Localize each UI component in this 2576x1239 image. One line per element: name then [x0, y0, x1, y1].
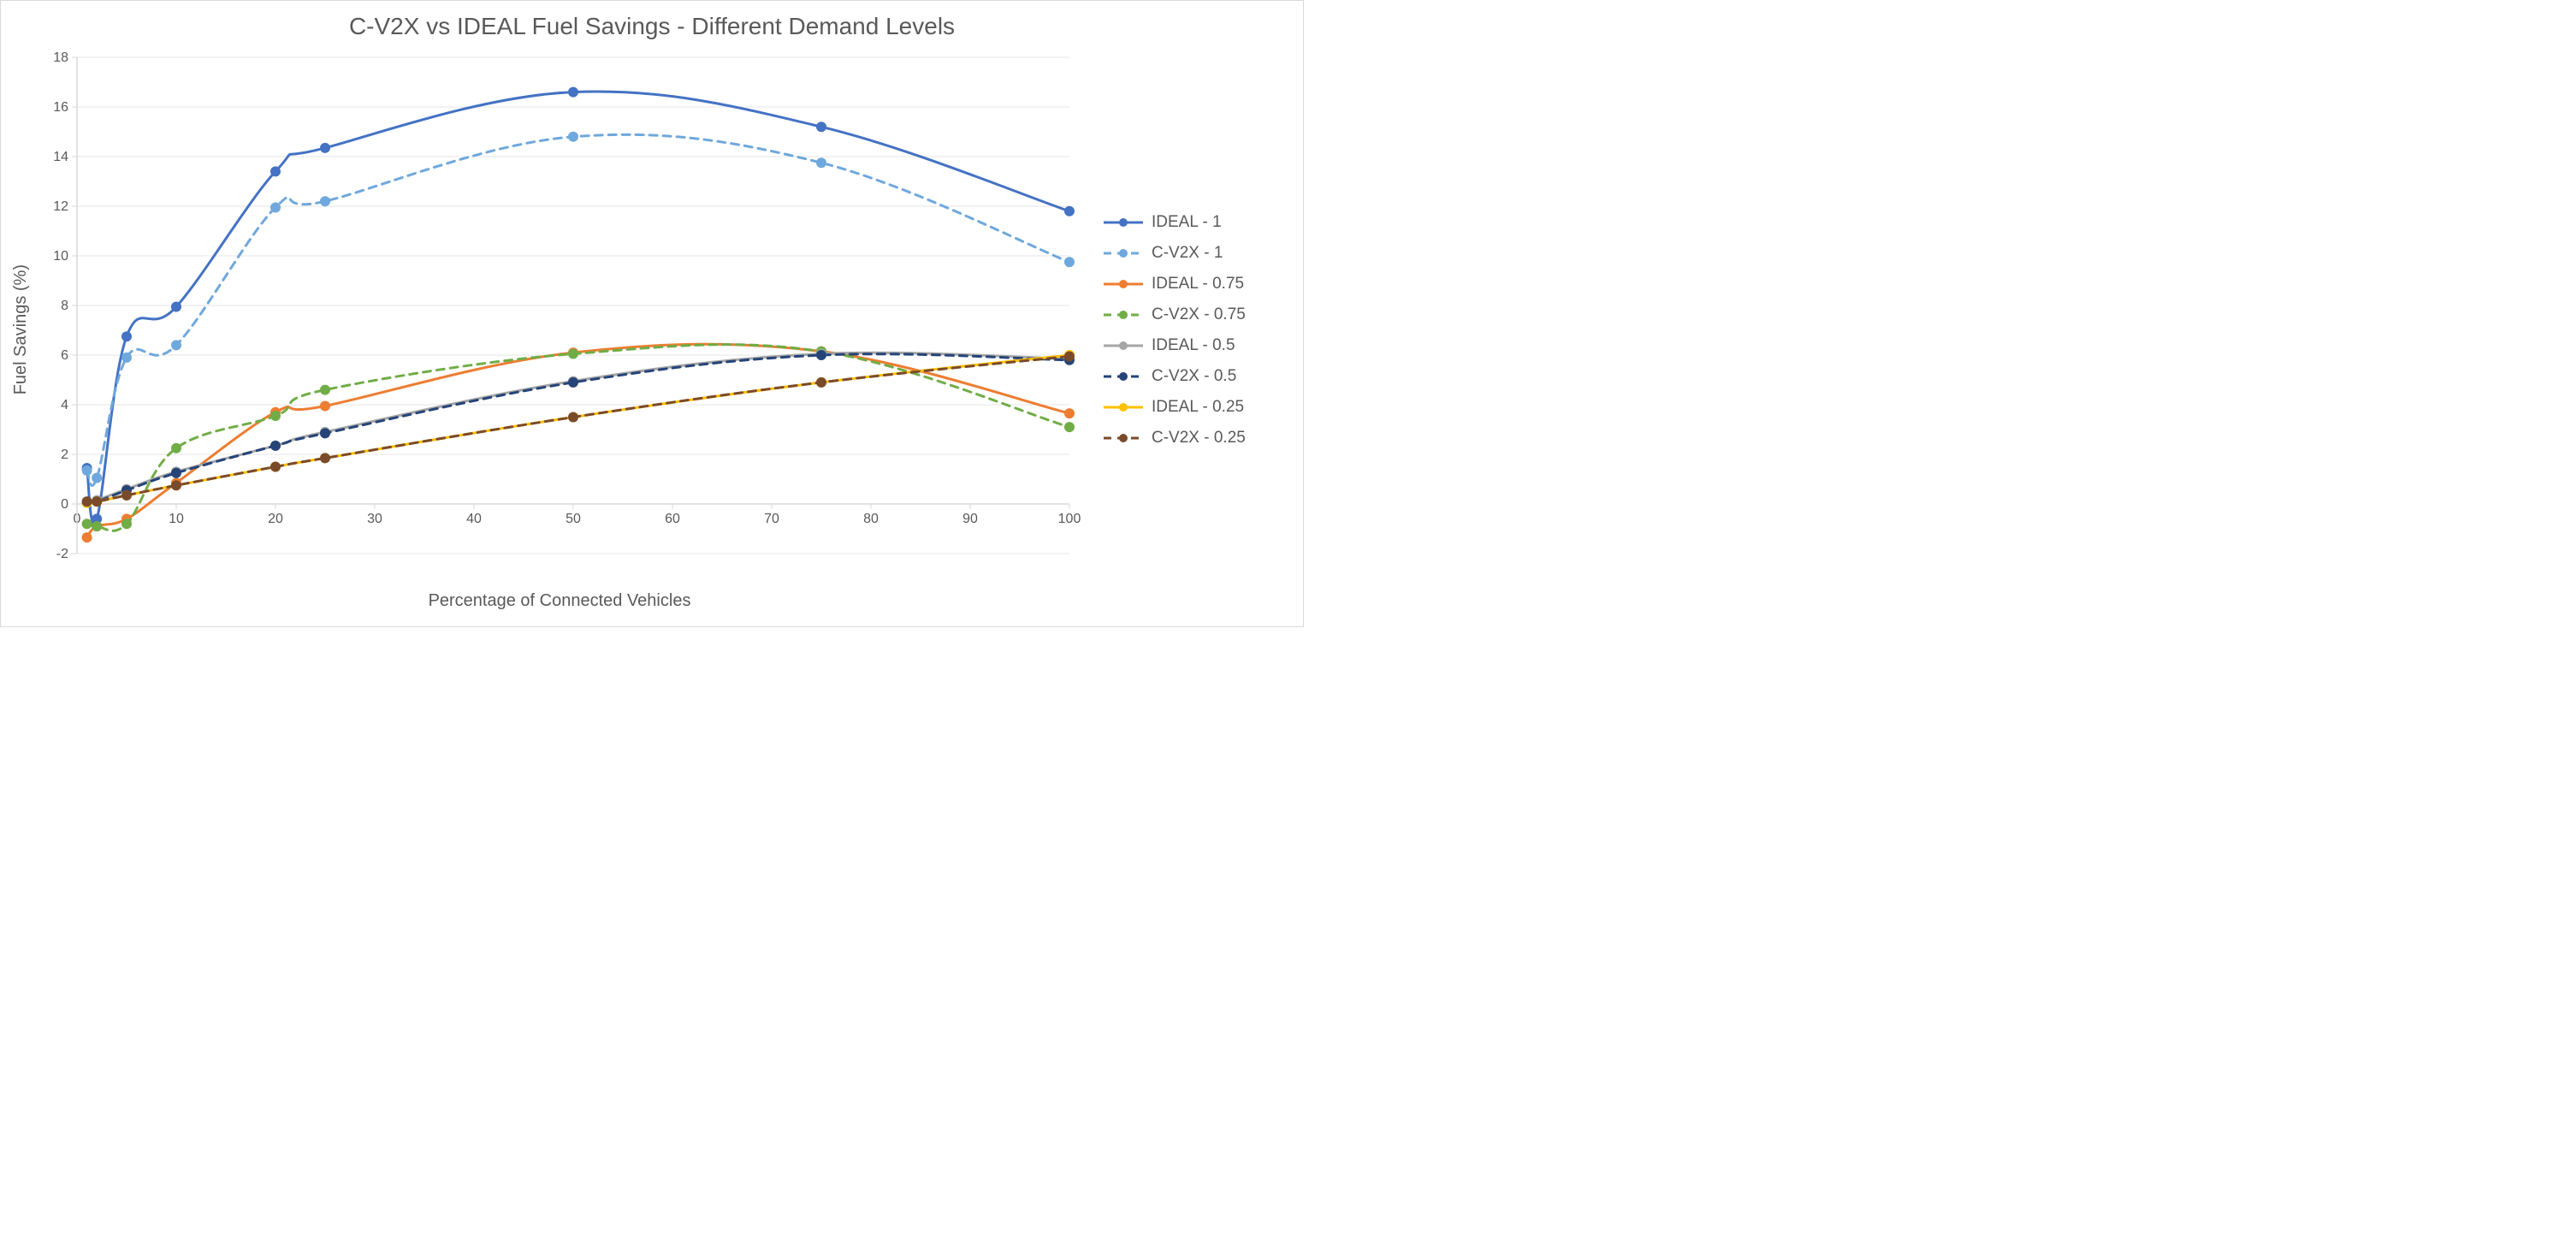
series-marker-cv2x_05: [270, 441, 281, 451]
legend-item-cv2x_025: C-V2X - 0.25: [1104, 429, 1246, 448]
series-marker-cv2x_075: [568, 349, 578, 359]
svg-text:30: 30: [367, 512, 382, 526]
series-marker-cv2x_1: [121, 353, 132, 363]
series-marker-cv2x_05: [816, 350, 826, 360]
chart-container: C-V2X vs IDEAL Fuel Savings - Different …: [0, 0, 1304, 627]
series-marker-cv2x_075: [121, 519, 132, 529]
legend-swatch-ideal_05: [1104, 340, 1143, 352]
legend-item-ideal_075: IDEAL - 0.75: [1104, 275, 1246, 293]
svg-text:14: 14: [53, 150, 68, 164]
legend-label: IDEAL - 1: [1152, 213, 1222, 232]
svg-text:100: 100: [1058, 512, 1081, 526]
legend-item-cv2x_1: C-V2X - 1: [1104, 244, 1246, 263]
series-marker-ideal_1: [270, 166, 281, 176]
svg-text:70: 70: [764, 512, 779, 526]
legend-label: C-V2X - 0.25: [1152, 429, 1246, 448]
svg-text:-2: -2: [56, 547, 68, 561]
legend-swatch-cv2x_025: [1104, 432, 1143, 444]
legend-label: C-V2X - 0.5: [1152, 367, 1236, 386]
svg-text:4: 4: [61, 398, 68, 412]
svg-text:18: 18: [53, 50, 68, 65]
legend-label: IDEAL - 0.75: [1152, 275, 1244, 293]
series-marker-ideal_1: [816, 122, 826, 132]
chart-legend: IDEAL - 1 C-V2X - 1 IDEAL - 0.75 C-V2X - 0.…: [1104, 213, 1246, 448]
series-marker-cv2x_025: [1064, 351, 1075, 361]
series-marker-ideal_075: [82, 532, 92, 542]
series-marker-cv2x_1: [171, 340, 181, 350]
series-marker-ideal_1: [320, 143, 330, 153]
legend-label: IDEAL - 0.5: [1152, 336, 1235, 355]
series-marker-cv2x_025: [171, 480, 181, 490]
svg-text:6: 6: [61, 348, 68, 363]
series-marker-cv2x_075: [1064, 422, 1075, 432]
series-marker-cv2x_075: [171, 443, 181, 454]
series-marker-ideal_1: [568, 87, 578, 98]
legend-swatch-cv2x_075: [1104, 309, 1143, 321]
series-marker-cv2x_1: [816, 157, 826, 168]
series-marker-ideal_1: [121, 331, 132, 341]
svg-text:10: 10: [53, 249, 68, 264]
svg-text:10: 10: [169, 512, 184, 526]
series-marker-ideal_1: [1064, 206, 1075, 216]
svg-text:16: 16: [53, 100, 68, 115]
svg-text:20: 20: [268, 512, 283, 526]
series-marker-cv2x_025: [82, 496, 92, 507]
series-marker-cv2x_1: [270, 202, 281, 212]
legend-item-cv2x_075: C-V2X - 0.75: [1104, 305, 1246, 324]
series-marker-cv2x_025: [92, 496, 102, 507]
series-marker-cv2x_1: [82, 465, 92, 476]
legend-swatch-cv2x_05: [1104, 371, 1143, 382]
legend-swatch-ideal_1: [1104, 216, 1143, 228]
series-marker-cv2x_1: [92, 473, 102, 483]
legend-label: C-V2X - 0.75: [1152, 305, 1246, 324]
svg-text:12: 12: [53, 199, 68, 214]
svg-text:0: 0: [61, 497, 68, 512]
series-marker-cv2x_025: [816, 377, 826, 388]
legend-item-ideal_025: IDEAL - 0.25: [1104, 398, 1246, 417]
series-marker-cv2x_1: [1064, 257, 1075, 267]
x-axis-label: Percentage of Connected Vehicles: [429, 591, 691, 611]
series-marker-cv2x_1: [320, 196, 330, 206]
plot-area: -20246810121416180102030405060708090100: [36, 49, 1083, 583]
legend-swatch-ideal_025: [1104, 401, 1143, 413]
series-marker-cv2x_025: [320, 453, 330, 463]
legend-swatch-cv2x_1: [1104, 247, 1143, 259]
series-marker-cv2x_075: [92, 521, 102, 531]
series-marker-ideal_1: [171, 301, 181, 311]
svg-text:50: 50: [566, 512, 581, 526]
svg-text:80: 80: [863, 512, 879, 526]
legend-item-cv2x_05: C-V2X - 0.5: [1104, 367, 1246, 386]
svg-text:60: 60: [665, 512, 680, 526]
series-marker-cv2x_1: [568, 132, 578, 142]
legend-item-ideal_05: IDEAL - 0.5: [1104, 336, 1246, 355]
series-marker-cv2x_025: [568, 412, 578, 423]
svg-text:2: 2: [61, 448, 68, 462]
series-marker-cv2x_025: [270, 462, 281, 472]
series-marker-cv2x_025: [121, 490, 132, 501]
svg-text:90: 90: [962, 512, 978, 526]
y-axis-label: Fuel Savings (%): [11, 264, 31, 394]
series-marker-cv2x_075: [270, 411, 281, 421]
plot-column: -20246810121416180102030405060708090100 …: [36, 49, 1083, 611]
legend-label: C-V2X - 1: [1152, 244, 1223, 263]
svg-text:40: 40: [466, 512, 482, 526]
series-marker-cv2x_075: [82, 519, 92, 529]
series-marker-ideal_075: [320, 400, 330, 411]
chart-title: C-V2X vs IDEAL Fuel Savings - Different …: [349, 13, 955, 40]
legend-item-ideal_1: IDEAL - 1: [1104, 213, 1246, 232]
legend-label: IDEAL - 0.25: [1152, 398, 1244, 417]
series-marker-cv2x_05: [171, 468, 181, 478]
series-marker-cv2x_075: [320, 385, 330, 395]
svg-text:8: 8: [61, 299, 68, 313]
series-marker-ideal_075: [1064, 408, 1075, 418]
chart-body: Fuel Savings (%) -2024681012141618010203…: [11, 49, 1293, 611]
series-marker-cv2x_05: [568, 377, 578, 388]
series-marker-cv2x_05: [320, 428, 330, 438]
legend-swatch-ideal_075: [1104, 278, 1143, 290]
